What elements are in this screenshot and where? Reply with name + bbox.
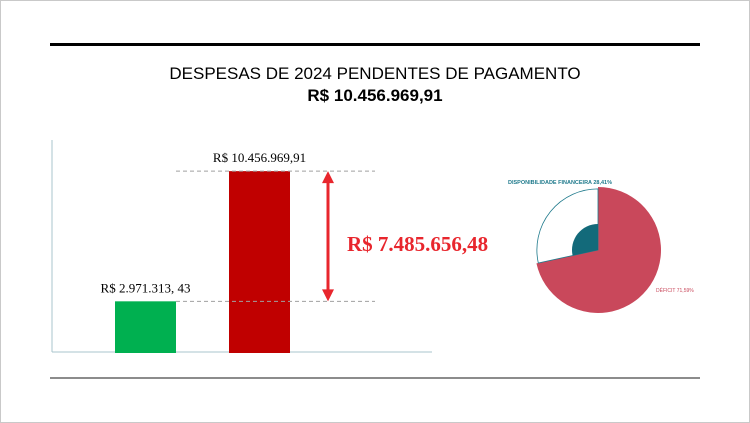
pie-slice-deficit bbox=[536, 187, 661, 313]
pie-inner-wedge bbox=[571, 224, 598, 256]
bar-value-label-1: R$ 10.456.969,91 bbox=[213, 150, 306, 165]
bottom-divider bbox=[50, 377, 700, 379]
bar-value-label-0: R$ 2.971.313, 43 bbox=[101, 280, 191, 295]
pie-chart bbox=[536, 187, 661, 313]
bars-group: R$ 2.971.313, 43 R$ 10.456.969,91 bbox=[101, 150, 306, 353]
top-divider bbox=[50, 43, 700, 46]
bar-0 bbox=[115, 301, 176, 353]
bar-1 bbox=[229, 171, 290, 353]
difference-label: R$ 7.485.656,48 bbox=[347, 232, 488, 256]
page-title: DESPESAS DE 2024 PENDENTES DE PAGAMENTO bbox=[169, 64, 581, 83]
difference-arrow bbox=[322, 171, 334, 302]
pie-label-deficit: DÉFICIT 71,59% bbox=[656, 287, 694, 294]
page-subtitle: R$ 10.456.969,91 bbox=[307, 86, 443, 105]
pie-label-disponibilidade: DISPONIBILIDADE FINANCEIRA 28,41% bbox=[508, 180, 612, 186]
